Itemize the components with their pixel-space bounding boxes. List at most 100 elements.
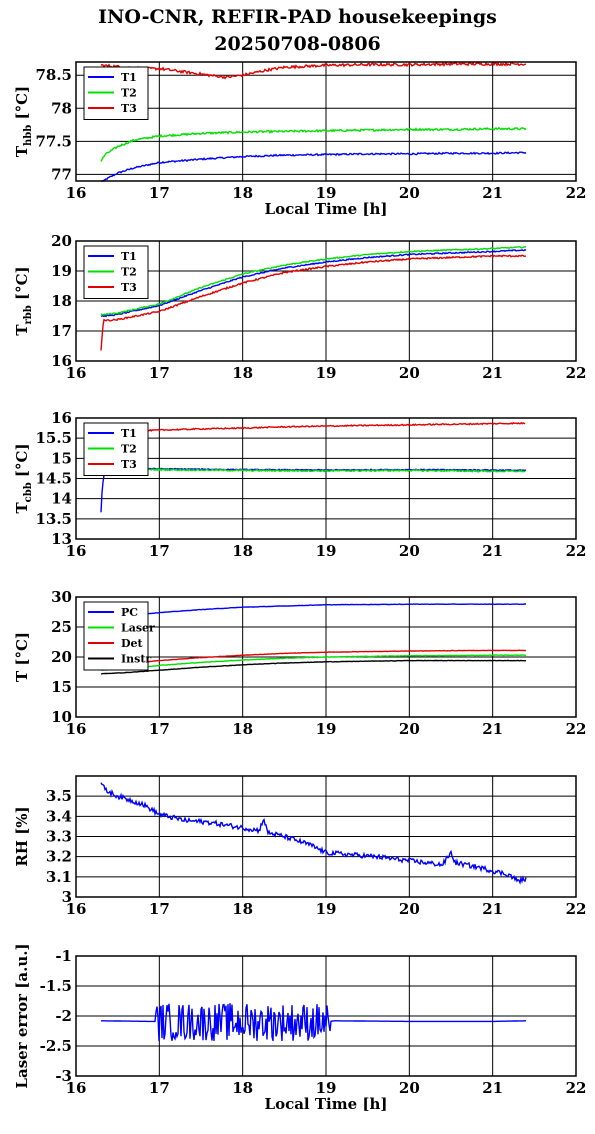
y-tick-label: 3.4 <box>46 807 72 825</box>
x-tick-label: 20 <box>399 184 420 202</box>
y-tick-label: 20 <box>51 232 72 250</box>
x-tick-label: 19 <box>316 364 337 382</box>
x-tick-label: 20 <box>399 542 420 560</box>
x-tick-label: 22 <box>566 542 587 560</box>
y-axis-label: Thbb [°C] <box>13 86 34 157</box>
y-axis-label: Trbb [°C] <box>13 266 34 335</box>
x-tick-label: 16 <box>66 720 87 738</box>
x-tick-label: 17 <box>149 900 170 918</box>
y-axis-label: Laser error [a.u.] <box>13 943 31 1088</box>
chart-panel-5: 16 17 18 19 20 21 22 3 3.1 3.2 3.3 3.4 3.5 RH [%] <box>13 775 587 918</box>
legend: T1 T2 T3 <box>83 422 149 476</box>
x-tick-label: 21 <box>482 900 503 918</box>
series-line-t1 <box>101 151 527 182</box>
chart-panel-4: 16 17 18 19 20 21 22 10 15 20 25 30 T [°C] PC Laser Det… <box>13 588 586 738</box>
x-tick-label: 20 <box>399 900 420 918</box>
y-tick-label: -3 <box>55 1067 72 1085</box>
series-line-t1 <box>100 467 527 513</box>
x-tick-label: 22 <box>566 1079 587 1097</box>
x-tick-label: 17 <box>149 720 170 738</box>
y-tick-label: 17 <box>51 322 72 340</box>
x-tick-label: 18 <box>232 542 253 560</box>
y-tick-label: 19 <box>51 262 72 280</box>
x-tick-label: 18 <box>232 364 253 382</box>
series-line-t2 <box>100 245 527 316</box>
x-axis-label: Local Time [h] <box>265 1095 388 1113</box>
legend-label: T1 <box>121 71 137 84</box>
y-tick-label: -2 <box>55 1007 72 1025</box>
x-tick-label: 21 <box>482 542 503 560</box>
y-tick-label: 3.3 <box>46 828 72 846</box>
y-tick-label: 3.5 <box>46 787 72 805</box>
y-tick-label: 20 <box>51 648 72 666</box>
y-tick-label: -2.5 <box>40 1037 72 1055</box>
plot-frame <box>75 417 577 540</box>
y-tick-label: -1.5 <box>40 977 72 995</box>
legend-label: T3 <box>121 281 137 294</box>
legend-label: T1 <box>121 250 137 263</box>
x-tick-label: 19 <box>316 900 337 918</box>
y-axis-label: RH [%] <box>13 806 31 866</box>
x-tick-label: 21 <box>482 364 503 382</box>
plot-frame <box>75 61 577 182</box>
chart-title-line2: 20250708-0806 <box>214 33 381 55</box>
y-tick-label: 78.5 <box>35 66 72 84</box>
legend-label: Instr <box>121 653 151 666</box>
x-axis-label: Local Time [h] <box>265 200 388 218</box>
series-line-laser <box>100 654 527 671</box>
legend: PC Laser Det Instr <box>83 601 155 671</box>
x-tick-label: 18 <box>232 1079 253 1097</box>
chart-panel-3: 16 17 18 19 20 21 22 13 13.5 14 14.5 15 15.5 16 Tcbb [… <box>13 409 586 560</box>
x-tick-label: 22 <box>566 720 587 738</box>
series-line-t2 <box>100 126 527 162</box>
y-tick-label: 16 <box>51 352 72 370</box>
x-tick-label: 21 <box>482 184 503 202</box>
x-tick-label: 19 <box>316 720 337 738</box>
series-line-t3 <box>105 421 526 434</box>
series-line-t2 <box>104 467 526 473</box>
x-tick-label: 19 <box>316 1079 337 1097</box>
x-tick-label: 22 <box>566 900 587 918</box>
x-tick-label: 16 <box>66 542 87 560</box>
series-line-t1 <box>100 248 527 318</box>
chart-panel-6: 16 17 18 19 20 21 22 -3 -2.5 -2 -1.5 -1 Local Time [… <box>13 943 586 1113</box>
x-tick-label: 20 <box>399 1079 420 1097</box>
legend-label: T1 <box>121 427 137 440</box>
series-line-pc <box>100 603 526 619</box>
series-line-data <box>101 1003 526 1041</box>
y-tick-label: 13.5 <box>35 510 72 528</box>
x-tick-label: 17 <box>149 542 170 560</box>
x-tick-label: 17 <box>149 1079 170 1097</box>
x-tick-label: 16 <box>66 184 87 202</box>
plot-frame <box>75 775 577 898</box>
legend-label: Laser <box>121 622 155 635</box>
series-line-t3 <box>100 254 527 351</box>
legend: T1 T2 T3 <box>83 66 149 120</box>
x-tick-label: 21 <box>482 720 503 738</box>
y-tick-label: 18 <box>51 292 72 310</box>
x-tick-label: 20 <box>399 364 420 382</box>
legend-label: T2 <box>121 443 137 456</box>
chart-panel-1: 16 17 18 19 20 21 22 77 77.5 78 78.5 Local Time [h]… <box>13 60 587 218</box>
plot-frame <box>75 955 577 1077</box>
x-tick-label: 16 <box>66 900 87 918</box>
plot-frame <box>75 596 577 718</box>
legend-label: T3 <box>121 102 137 115</box>
legend-label: T2 <box>121 266 137 279</box>
x-tick-label: 22 <box>566 184 587 202</box>
series-line-det <box>100 649 527 667</box>
y-tick-label: -1 <box>55 947 72 965</box>
series-line-instr <box>100 659 527 675</box>
x-tick-label: 22 <box>566 364 587 382</box>
y-tick-label: 16 <box>51 409 72 427</box>
y-tick-label: 77.5 <box>35 132 72 150</box>
x-tick-label: 19 <box>316 184 337 202</box>
series-line-data <box>100 782 527 885</box>
x-tick-label: 17 <box>149 184 170 202</box>
y-tick-label: 30 <box>51 588 72 606</box>
legend-label: Det <box>121 637 144 650</box>
legend-label: PC <box>121 606 138 619</box>
y-tick-label: 3.2 <box>46 848 72 866</box>
y-tick-label: 15 <box>51 449 72 467</box>
